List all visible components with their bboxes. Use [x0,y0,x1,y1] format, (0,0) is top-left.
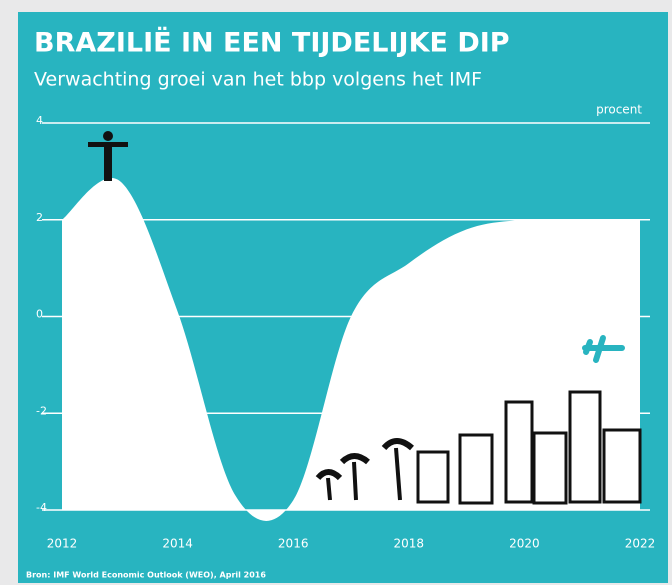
chart: BRAZILIË IN EEN TIJDELIJKE DIP Verwachti… [0,0,672,585]
y-tick-label: 0 [36,308,43,321]
y-unit: procent [596,103,642,117]
source: Bron: IMF World Economic Outlook (WEO), … [26,571,266,580]
x-tick-label: 2014 [162,537,193,551]
x-tick-label: 2012 [47,537,78,551]
statue-head [103,131,113,141]
statue-arms [88,142,128,147]
x-tick-label: 2020 [509,537,540,551]
y-tick-label: 4 [36,114,43,127]
y-tick-label: -4 [36,501,47,514]
statue [104,145,112,181]
x-tick-label: 2016 [278,537,309,551]
x-tick-label: 2018 [394,537,425,551]
chart-subtitle: Verwachting groei van het bbp volgens he… [34,69,482,91]
y-tick-label: 2 [36,211,43,224]
y-tick-label: -2 [36,404,47,417]
chart-title: BRAZILIË IN EEN TIJDELIJKE DIP [34,27,510,59]
x-tick-label: 2022 [625,537,656,551]
